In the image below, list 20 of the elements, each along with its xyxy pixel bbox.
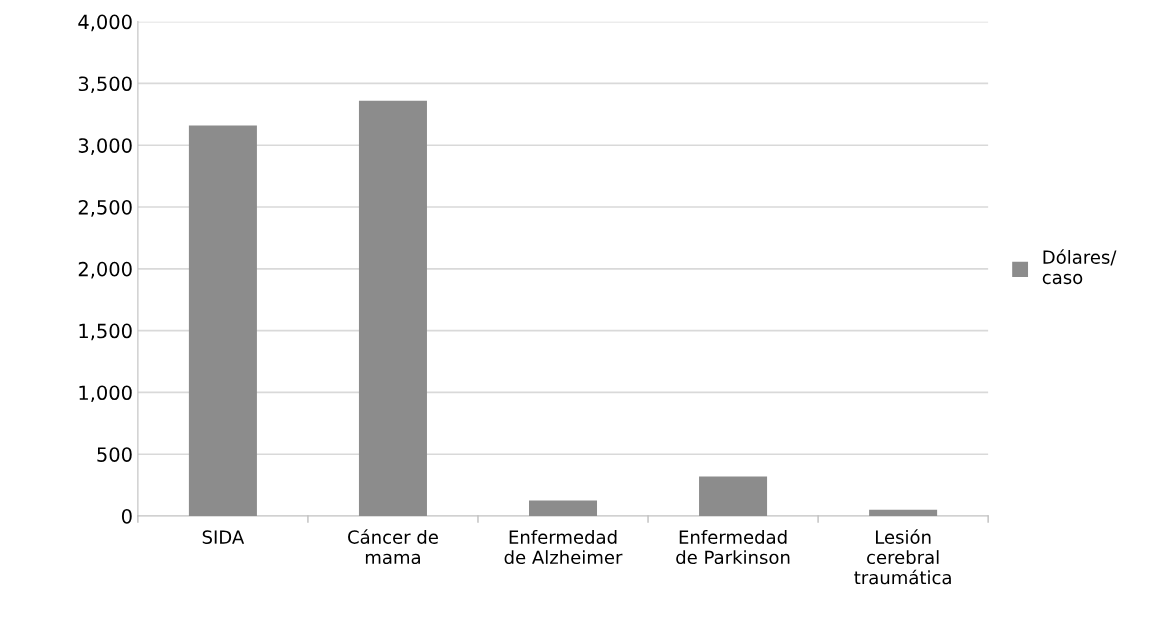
x-tick-label: Lesión cerebral traumática [854,529,951,585]
bar [699,476,768,517]
y-tick-label: 4,000 [78,14,132,32]
y-tick-label: 3,000 [78,138,132,155]
y-tick-label: 3,500 [78,76,132,94]
y-tick-label: 0 [121,508,132,524]
y-tick-label: 1,000 [79,385,132,403]
y-tick-label: 500 [97,447,132,462]
y-tick-label: 2,500 [78,199,132,217]
bar [358,100,427,517]
x-tick-label: Cáncer de mama [348,529,438,565]
x-tick-label: Enfermedad de Alzheimer [504,529,623,565]
bar [869,509,938,517]
x-tick-label: SIDA [202,530,245,544]
bar [188,125,257,517]
bar [529,500,598,517]
x-tick-label: Enfermedad de Parkinson [676,529,790,565]
y-tick-label: 2,000 [78,261,132,279]
y-tick-label: 1,500 [79,323,132,341]
legend-label: Dólares/ caso [1042,249,1117,285]
